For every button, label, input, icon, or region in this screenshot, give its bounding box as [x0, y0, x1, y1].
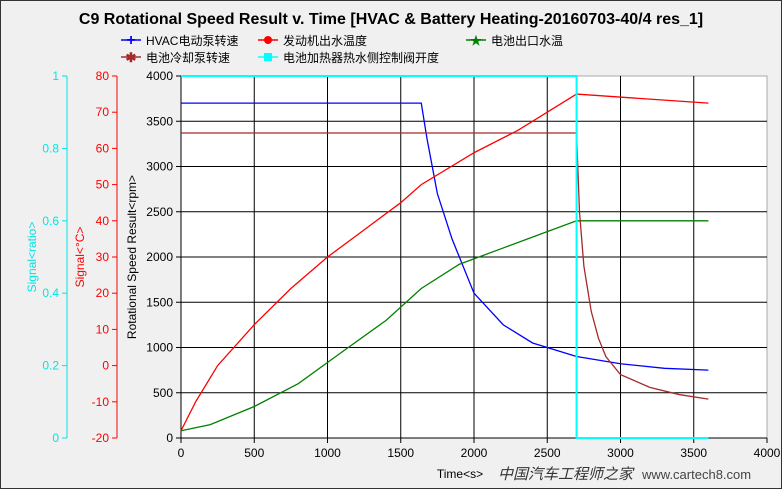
legend-label: HVAC电动泵转速: [146, 33, 238, 48]
x-tick-label: 500: [244, 446, 264, 460]
legend-item: 发动机出水温度: [258, 33, 367, 48]
rpm-tick-label: 2000: [146, 250, 173, 264]
rpm-axis-label: Rotational Speed Result<rpm>: [125, 175, 139, 339]
temp-tick-label: 10: [96, 322, 110, 336]
ratio-tick-label: 1: [52, 69, 59, 83]
ratio-tick-label: 0: [52, 431, 59, 445]
rpm-tick-label: 2500: [146, 205, 173, 219]
ratio-axis-label: Signal<ratio>: [25, 222, 39, 293]
x-tick-label: 4000: [754, 446, 781, 460]
rpm-tick-label: 3000: [146, 160, 173, 174]
star-marker-icon: ★: [470, 33, 482, 48]
legend-item: ✱ 电池冷却泵转速: [121, 50, 230, 65]
x-tick-label: 0: [178, 446, 185, 460]
series-line: [181, 132, 709, 400]
series-line: [181, 102, 709, 371]
temp-tick-label: 0: [102, 359, 109, 373]
legend-item: ★ 电池出口水温: [466, 33, 563, 48]
legend-label: 电池加热器热水侧控制阀开度: [283, 50, 439, 65]
temp-tick-label: 30: [96, 250, 110, 264]
legend-item: 电池加热器热水侧控制阀开度: [258, 50, 439, 65]
rpm-tick-label: 500: [153, 386, 173, 400]
temp-tick-label: -10: [92, 395, 110, 409]
series-line: [181, 75, 709, 439]
rpm-tick-label: 0: [166, 431, 173, 445]
x-axis-label: Time<s>: [437, 467, 483, 481]
chart-title: C9 Rotational Speed Result v. Time [HVAC…: [79, 11, 703, 28]
ratio-tick-label: 0.6: [42, 214, 59, 228]
x-tick-label: 2000: [461, 446, 488, 460]
series-line: [180, 93, 709, 432]
temp-axis-label: Signal<°C>: [73, 227, 87, 288]
axes: 0 500 1000 1500 2000 2500 3000 3500 400005001000…: [25, 69, 781, 460]
watermark-url: www.cartech8.com: [641, 467, 751, 482]
temp-tick-label: 20: [96, 286, 110, 300]
rpm-tick-label: 1500: [146, 295, 173, 309]
temp-tick-label: 80: [96, 69, 110, 83]
legend: + HVAC电动泵转速 发动机出水温度 ★ 电池出口水温 ✱ 电池冷却泵转速 电池加热器热水侧…: [121, 32, 563, 65]
x-tick-label: 3000: [607, 446, 634, 460]
series-line: [180, 220, 709, 432]
ratio-tick-label: 0.2: [42, 359, 59, 373]
x-tick-label: 2500: [534, 446, 561, 460]
temp-tick-label: -20: [92, 431, 110, 445]
rpm-tick-label: 4000: [146, 69, 173, 83]
rpm-tick-label: 3500: [146, 114, 173, 128]
legend-label: 电池冷却泵转速: [146, 50, 230, 65]
rpm-tick-label: 1000: [146, 341, 173, 355]
x-tick-label: 1500: [387, 446, 414, 460]
watermark-text: 中国汽车工程师之家: [498, 466, 635, 483]
legend-label: 电池出口水温: [491, 34, 563, 48]
series: [180, 75, 709, 439]
x-tick-label: 1000: [314, 446, 341, 460]
plus-marker-icon: +: [126, 32, 135, 49]
x-tick-label: 3500: [680, 446, 707, 460]
circle-marker-icon: [264, 36, 272, 44]
temp-tick-label: 50: [96, 178, 110, 192]
square-marker-icon: [264, 53, 272, 61]
temp-tick-label: 40: [96, 214, 110, 228]
legend-label: 发动机出水温度: [283, 33, 367, 48]
temp-tick-label: 60: [96, 141, 110, 155]
ratio-tick-label: 0.4: [42, 286, 59, 300]
temp-tick-label: 70: [96, 105, 110, 119]
asterisk-marker-icon: ✱: [126, 50, 137, 65]
legend-item: + HVAC电动泵转速: [121, 32, 238, 49]
ratio-tick-label: 0.8: [42, 141, 59, 155]
